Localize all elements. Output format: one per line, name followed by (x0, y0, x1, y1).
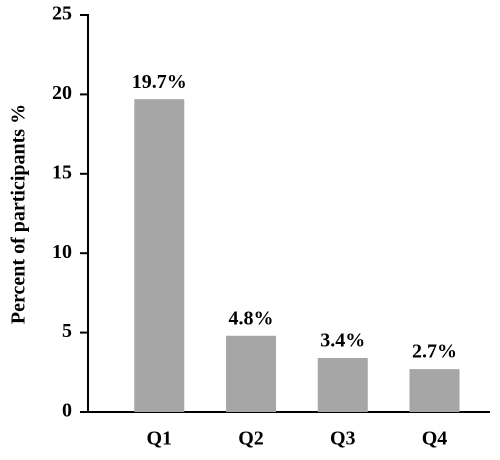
bar (226, 335, 277, 412)
y-tick-label: 20 (52, 82, 72, 104)
y-tick-label: 0 (62, 400, 72, 422)
value-label: 4.8% (229, 307, 274, 329)
value-label: 3.4% (320, 330, 365, 352)
y-axis-label: Percent of participants % (8, 104, 30, 324)
y-tick-label: 10 (52, 241, 72, 263)
y-tick-label: 25 (52, 3, 72, 25)
bar (409, 369, 460, 412)
x-tick-label: Q1 (146, 428, 172, 450)
value-label: 2.7% (412, 341, 457, 363)
y-tick-label: 5 (62, 320, 72, 342)
x-tick-label: Q3 (330, 428, 356, 450)
x-tick-label: Q4 (422, 428, 448, 450)
bar (317, 358, 368, 412)
value-label: 19.7% (132, 71, 187, 93)
y-tick-label: 15 (52, 161, 72, 183)
bar (134, 99, 185, 412)
x-tick-label: Q2 (238, 428, 264, 450)
